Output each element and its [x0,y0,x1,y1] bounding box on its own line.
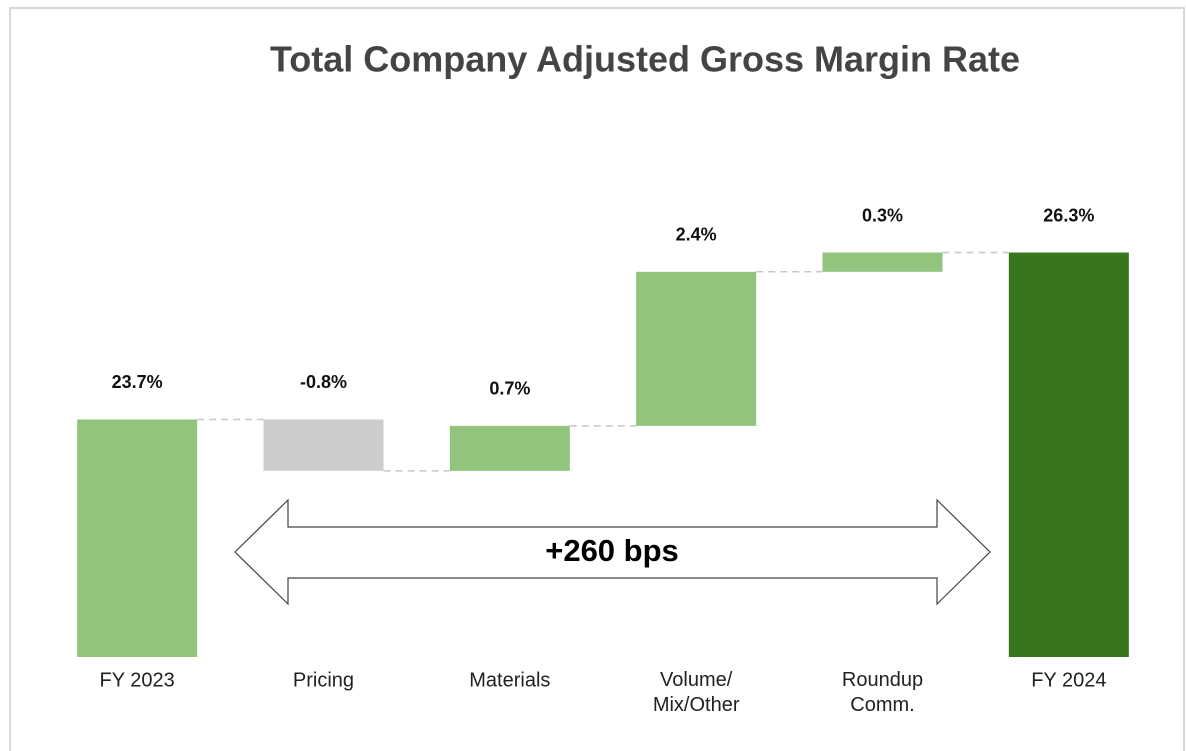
x-tick-label: FY 2023 [100,669,175,691]
value-label: 23.7% [112,372,163,392]
x-tick-label: Roundup Comm. [842,669,923,716]
double-arrow [234,498,991,606]
x-tick-label: Materials [469,669,550,691]
x-tick-label: FY 2024 [1031,669,1106,691]
chart-title: Total Company Adjusted Gross Margin Rate [270,39,1020,80]
bar [263,419,384,471]
bar [77,419,198,657]
value-label: 2.4% [676,225,717,245]
bar [449,425,570,471]
annotation: +260 bps [545,533,679,568]
frame [9,7,1185,751]
value-label: 0.7% [489,379,530,399]
bar [636,271,757,426]
bar [822,252,943,272]
value-label: 0.3% [862,205,903,225]
x-tick-label: Pricing [293,669,354,691]
bar [1008,252,1129,658]
value-label: -0.8% [300,372,347,392]
x-tick-label: Volume/Mix/Other [653,669,740,716]
value-label: 26.3% [1043,205,1094,225]
